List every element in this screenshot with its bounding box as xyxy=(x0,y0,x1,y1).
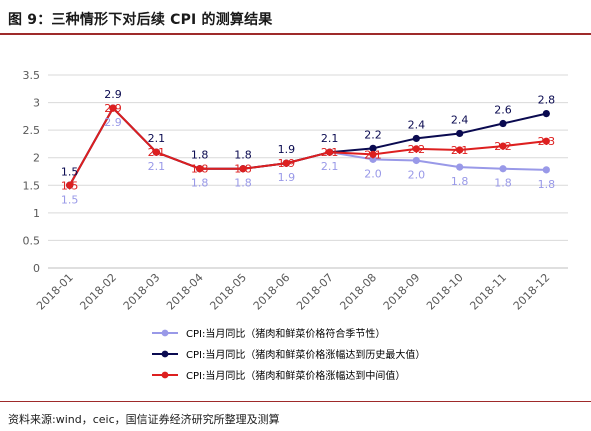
y-tick-label: 1.5 xyxy=(23,179,41,192)
legend-marker xyxy=(161,371,169,379)
data-point xyxy=(542,166,550,174)
y-tick-label: 1 xyxy=(33,207,40,220)
data-label: 2.6 xyxy=(494,104,512,117)
y-tick-label: 3.5 xyxy=(23,69,41,82)
data-label: 2.1 xyxy=(364,148,382,161)
x-tick-label: 2018-04 xyxy=(164,271,206,313)
data-point xyxy=(369,144,377,152)
data-point xyxy=(282,159,290,167)
data-label: 2.8 xyxy=(538,94,556,107)
data-point xyxy=(456,146,464,154)
data-label: 2.4 xyxy=(408,118,426,131)
title-rule xyxy=(0,33,591,35)
x-tick-label: 2018-06 xyxy=(251,271,293,313)
data-point xyxy=(499,165,507,173)
data-label: 2.1 xyxy=(321,132,339,145)
data-label: 2.1 xyxy=(148,160,166,173)
y-tick-label: 2 xyxy=(33,152,40,165)
data-label: 2.1 xyxy=(321,146,339,159)
series-line xyxy=(68,107,547,186)
legend-marker xyxy=(161,350,169,358)
data-label: 2.2 xyxy=(408,143,426,156)
data-label: 1.8 xyxy=(451,175,469,188)
data-label: 1.5 xyxy=(61,193,79,206)
data-label: 2.0 xyxy=(408,168,426,181)
data-label: 2.9 xyxy=(104,116,122,129)
series-line xyxy=(68,107,547,186)
data-point xyxy=(109,104,117,112)
data-label: 2.2 xyxy=(494,140,512,153)
data-label: 1.8 xyxy=(538,178,556,191)
legend-label: CPI:当月同比（猪肉和鲜菜价格涨幅达到中间值） xyxy=(186,369,405,382)
data-point xyxy=(152,148,160,156)
x-tick-label: 2018-01 xyxy=(34,271,76,313)
x-tick-label: 2018-08 xyxy=(337,271,379,313)
data-label: 2.9 xyxy=(104,88,122,101)
data-label: 2.1 xyxy=(321,160,339,173)
data-point xyxy=(66,181,74,189)
x-tick-label: 2018-09 xyxy=(381,271,423,313)
data-label: 1.8 xyxy=(234,177,252,190)
x-tick-label: 2018-11 xyxy=(467,271,509,313)
data-label: 2.2 xyxy=(364,128,382,141)
x-tick-label: 2018-12 xyxy=(511,271,553,313)
data-label: 1.5 xyxy=(61,165,79,178)
data-label: 2.9 xyxy=(104,102,122,115)
y-tick-label: 0 xyxy=(33,262,40,275)
x-tick-label: 2018-07 xyxy=(294,271,336,313)
data-point xyxy=(412,145,420,153)
figure-title: 图 9：三种情形下对后续 CPI 的测算结果 xyxy=(8,12,273,28)
data-label: 1.5 xyxy=(61,179,79,192)
y-tick-label: 3 xyxy=(33,97,40,110)
data-label: 2.4 xyxy=(451,113,469,126)
data-label: 1.8 xyxy=(191,149,209,162)
data-point xyxy=(499,142,507,150)
data-label: 2.1 xyxy=(148,146,166,159)
data-point xyxy=(239,165,247,173)
data-point xyxy=(542,110,550,118)
data-point xyxy=(499,119,507,128)
data-point xyxy=(456,163,464,171)
data-label: 1.9 xyxy=(278,143,296,156)
x-tick-label: 2018-03 xyxy=(121,271,163,313)
data-label: 2.1 xyxy=(148,132,166,145)
data-point xyxy=(456,129,464,138)
data-label: 1.9 xyxy=(278,171,296,184)
series-line xyxy=(68,107,547,186)
legend-label: CPI:当月同比（猪肉和鲜菜价格涨幅达到历史最大值） xyxy=(186,348,425,361)
data-point xyxy=(196,165,204,173)
data-label: 1.8 xyxy=(494,177,512,190)
y-tick-label: 0.5 xyxy=(23,234,41,247)
data-point xyxy=(412,156,420,165)
data-point xyxy=(326,148,334,156)
footer-rule xyxy=(0,401,591,402)
legend-label: CPI:当月同比（猪肉和鲜菜价格符合季节性） xyxy=(186,327,385,340)
data-label: 2.3 xyxy=(538,135,556,148)
source-note: 资料来源:wind，ceic，国信证券经济研究所整理及测算 xyxy=(8,413,280,426)
data-label: 1.8 xyxy=(191,163,209,176)
data-label: 1.8 xyxy=(191,177,209,190)
data-label: 2.1 xyxy=(451,144,469,157)
legend-marker xyxy=(161,329,169,337)
data-label: 1.8 xyxy=(234,149,252,162)
data-point xyxy=(542,137,550,145)
data-label: 1.9 xyxy=(278,157,296,170)
data-point xyxy=(369,155,377,163)
data-point xyxy=(369,150,377,159)
x-tick-label: 2018-05 xyxy=(207,271,249,313)
data-label: 1.8 xyxy=(234,163,252,176)
data-point xyxy=(412,134,420,143)
y-tick-label: 2.5 xyxy=(23,124,41,137)
x-tick-label: 2018-10 xyxy=(424,271,466,313)
data-label: 2.0 xyxy=(364,167,382,180)
x-tick-label: 2018-02 xyxy=(77,271,119,313)
